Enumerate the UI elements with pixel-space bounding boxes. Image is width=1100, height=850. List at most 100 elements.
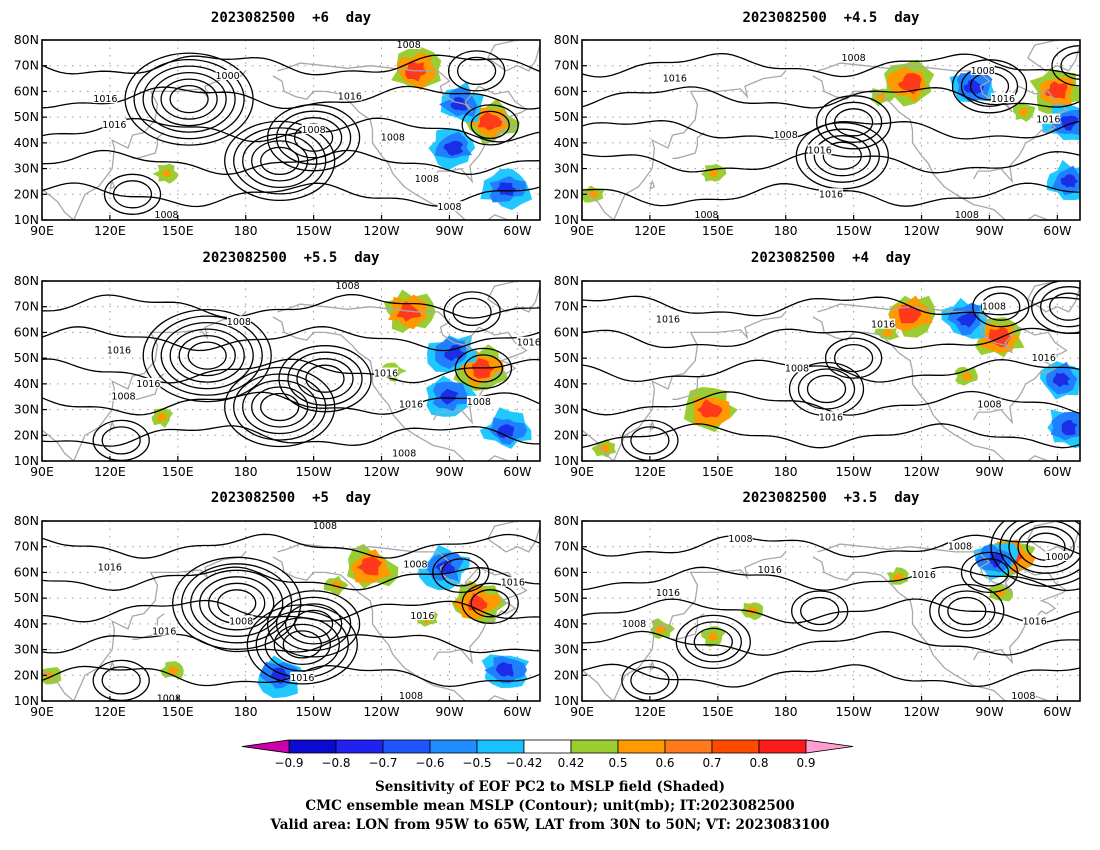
- contour-label-bg: [728, 533, 753, 543]
- contour-label-bg: [656, 587, 680, 597]
- contour-label: 1016: [819, 412, 843, 423]
- lon-tick-label: 180: [234, 704, 258, 719]
- contour-label: 1008: [728, 534, 752, 545]
- lon-tick-label: 150W: [835, 704, 871, 719]
- lat-tick-label: 10N: [554, 693, 579, 708]
- contour-label: 1008: [397, 40, 421, 51]
- lat-tick-label: 70N: [554, 539, 579, 554]
- map-background: [42, 281, 540, 461]
- lon-tick-label: 90W: [975, 704, 1003, 719]
- lon-tick-label: 120E: [94, 223, 126, 238]
- lat-tick-label: 10N: [14, 212, 39, 227]
- lat-tick-label: 50N: [554, 590, 579, 605]
- lon-tick-label: 150W: [835, 223, 871, 238]
- shade-negative: [1061, 419, 1078, 436]
- lon-tick-label: 120E: [634, 223, 666, 238]
- map-panel-p5: 1008 1016 1008 1016 1016 1016 1008 1016 1008 1008…: [14, 513, 541, 719]
- lat-tick-label: 40N: [14, 135, 39, 150]
- lat-tick-label: 80N: [554, 273, 579, 288]
- shade-positive: [893, 573, 904, 582]
- lat-tick-label: 40N: [554, 376, 579, 391]
- lat-tick-label: 30N: [14, 402, 39, 417]
- shade-positive: [696, 399, 723, 418]
- map-panel-p6: 1008 1000 1016 1016 1016 1008 1008 1008 1008 1008…: [14, 32, 541, 238]
- contour-label: 1008: [971, 66, 995, 77]
- contour-label-bg: [215, 70, 240, 80]
- contour-label: 1008: [774, 130, 798, 141]
- contour-label: 1000: [216, 71, 240, 82]
- contour-label-bg: [111, 390, 136, 401]
- shade-negative: [1060, 115, 1079, 131]
- contour-label-bg: [757, 563, 782, 574]
- caption-line-3: Valid area: LON from 95W to 65W, LAT fro…: [270, 817, 830, 833]
- shade-negative: [1060, 174, 1079, 188]
- lat-tick-label: 20N: [14, 667, 39, 682]
- map-panel-p35: 1008 1008 1000 1016 1016 1016 1008 1016 1008 10N 2…: [554, 513, 1081, 719]
- map-frame: [581, 39, 1081, 221]
- lat-tick-label: 10N: [554, 453, 579, 468]
- contour-label-bg: [301, 124, 326, 134]
- contour-label: 1008: [399, 691, 423, 702]
- contour-label: 1016: [338, 92, 362, 103]
- lon-tick-label: 150E: [162, 464, 194, 479]
- lon-tick-label: 90W: [975, 223, 1003, 238]
- lat-tick-label: 60N: [14, 83, 39, 98]
- contour-label: 1008: [111, 392, 135, 403]
- lat-tick-label: 50N: [554, 350, 579, 365]
- contour-label-bg: [396, 40, 421, 50]
- contour-label-bg: [954, 208, 979, 219]
- lat-tick-label: 60N: [554, 324, 579, 339]
- lon-tick-label: 120W: [363, 223, 399, 238]
- lon-tick-label: 120E: [94, 704, 126, 719]
- lat-tick-label: 50N: [554, 109, 579, 124]
- contour-label-bg: [136, 377, 161, 388]
- contour-label: 1016: [399, 399, 423, 410]
- shade-positive: [882, 327, 894, 337]
- contour-label-bg: [1045, 551, 1070, 561]
- colorbar-swatch: [335, 739, 384, 754]
- lon-tick-label: 120E: [634, 704, 666, 719]
- colorbar-swatch: [476, 739, 525, 754]
- contour-label-bg: [380, 131, 405, 142]
- lon-tick-label: 90E: [30, 464, 54, 479]
- lon-tick-label: 90E: [570, 464, 594, 479]
- shade-positive: [898, 304, 922, 324]
- colorbar-label: −0.7: [368, 756, 397, 770]
- contour-label: 1016: [93, 94, 117, 105]
- lon-tick-label: 60W: [503, 704, 531, 719]
- contour-label: 1008: [955, 210, 979, 221]
- contour-label-bg: [403, 558, 428, 569]
- lon-tick-label: 180: [774, 223, 798, 238]
- contour-label: 1008: [229, 616, 253, 627]
- contour-label: 1016: [501, 578, 525, 589]
- contour-label-bg: [399, 689, 423, 700]
- colorbar-min-arrow: [241, 739, 290, 754]
- panel-title-p35: 2023082500 +3.5 day: [742, 490, 920, 506]
- contour-label: 1008: [415, 174, 439, 185]
- colorbar-swatch: [711, 739, 760, 754]
- contour-label-bg: [982, 300, 1006, 311]
- contour-label: 1016: [819, 189, 843, 200]
- contour-label: 1016: [152, 627, 176, 638]
- contour-label-bg: [335, 281, 360, 291]
- contour-label: 1008: [948, 542, 972, 553]
- colorbar: −0.9 −0.8 −0.7 −0.6 −0.5 −0.42 0.42 0.5 0.6 0.7 0.…: [241, 739, 854, 770]
- lat-tick-label: 20N: [14, 186, 39, 201]
- colorbar-label: −0.42: [506, 756, 543, 770]
- contour-label-bg: [662, 72, 687, 83]
- shade-negative: [987, 553, 1005, 568]
- lat-tick-label: 40N: [554, 135, 579, 150]
- contour-label-bg: [437, 201, 462, 212]
- caption-line-2: CMC ensemble mean MSLP (Contour); unit(m…: [305, 798, 794, 814]
- colorbar-label: −0.8: [321, 756, 350, 770]
- lon-tick-label: 120W: [363, 464, 399, 479]
- contour-label-bg: [656, 313, 680, 324]
- contour-label-bg: [226, 316, 251, 327]
- colorbar-label: −0.5: [462, 756, 491, 770]
- shade-negative: [956, 311, 977, 328]
- contour-label-bg: [977, 398, 1002, 409]
- contour-label-bg: [1022, 615, 1047, 626]
- contour-label-bg: [97, 561, 122, 572]
- colorbar-label: 0.8: [749, 756, 768, 770]
